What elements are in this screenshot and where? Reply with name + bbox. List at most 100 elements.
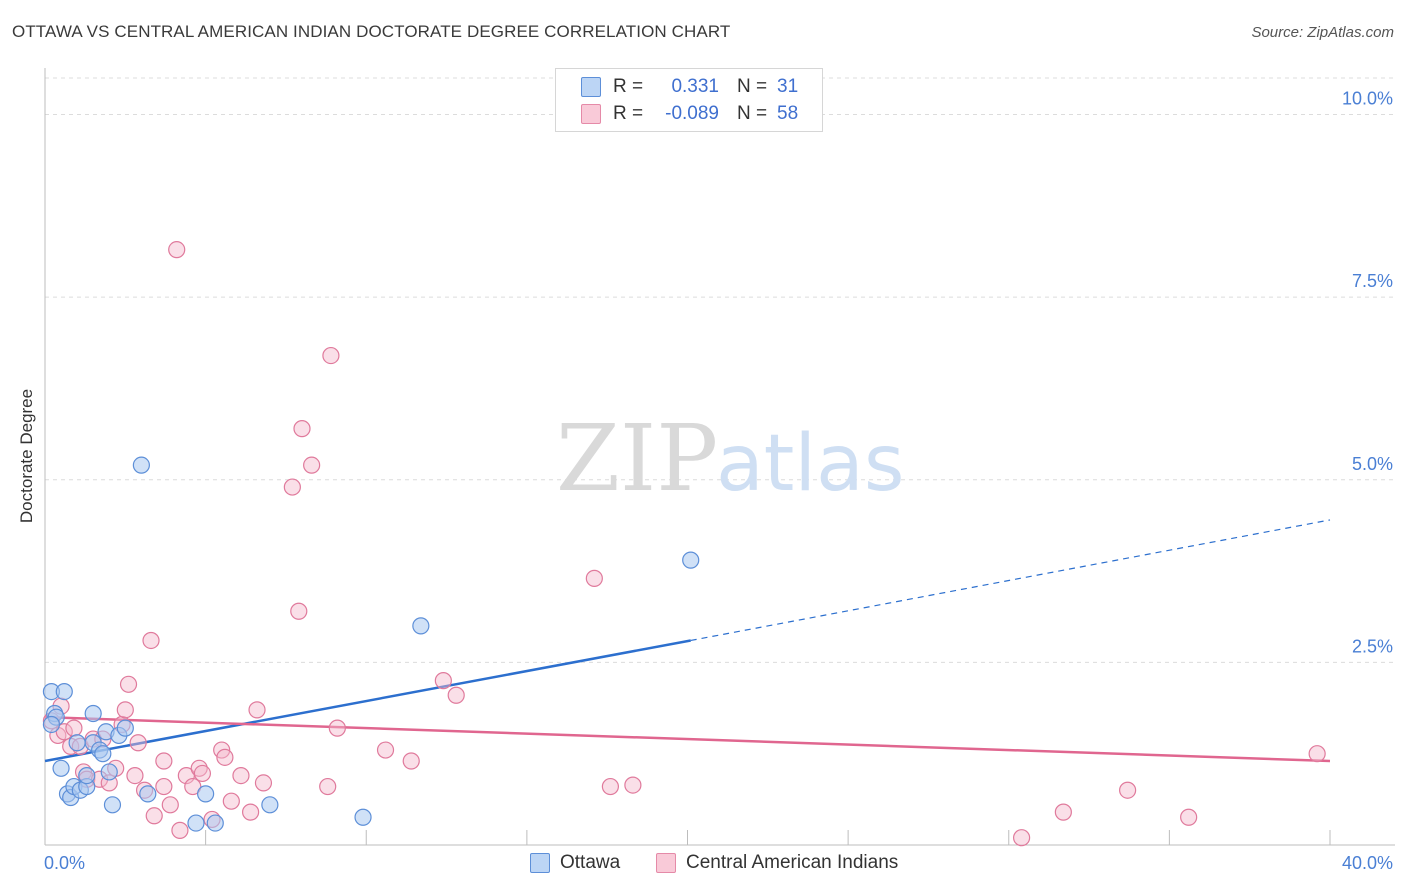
central-point	[155, 752, 173, 770]
central-point	[1180, 808, 1198, 826]
watermark: ZIP atlas	[556, 405, 905, 512]
ottawa-r-value: 0.331	[671, 76, 719, 97]
central-point	[402, 752, 420, 770]
central-point	[254, 774, 273, 792]
ottawa-points	[42, 456, 700, 832]
y-axis-label: Doctorate Degree	[17, 388, 36, 524]
ottawa-point	[412, 617, 430, 635]
ottawa-point	[682, 551, 700, 569]
legend-row-ottawa: R = 0.331 N = 31	[581, 75, 798, 99]
ottawa-n-value: 31	[777, 76, 799, 97]
central-swatch	[581, 104, 601, 124]
ottawa-point	[84, 704, 102, 723]
central-point	[319, 777, 337, 796]
ottawa-point	[94, 745, 112, 763]
central-point	[248, 701, 266, 719]
central-point	[376, 741, 395, 759]
central-point	[142, 631, 160, 650]
ottawa-point	[139, 785, 157, 803]
ottawa-point	[116, 719, 134, 737]
watermark-atlas: atlas	[716, 419, 905, 509]
ottawa-swatch	[581, 77, 601, 97]
central-point	[171, 821, 189, 839]
central-point	[1012, 829, 1031, 847]
ottawa-point	[103, 796, 122, 814]
central-point	[303, 456, 321, 474]
ottawa-trend-extension	[690, 519, 1331, 642]
watermark-zip: ZIP	[556, 405, 718, 512]
central-legend-label: Central American Indians	[686, 852, 899, 873]
ottawa-point	[132, 456, 150, 474]
grid-lines	[45, 77, 1395, 663]
source-label: Source: ZipAtlas.com	[1251, 24, 1394, 41]
ottawa-point	[206, 814, 224, 832]
ottawa-point	[68, 734, 86, 752]
ottawa-legend-swatch	[530, 853, 550, 873]
central-point	[126, 767, 144, 785]
trend-lines	[44, 519, 1331, 763]
central-point	[222, 792, 240, 810]
y-tick-label: 5.0%	[1352, 454, 1393, 474]
central-point	[65, 719, 83, 737]
ottawa-point	[354, 808, 372, 826]
y-tick-label: 10.0%	[1342, 89, 1393, 109]
central-n-label: N =	[737, 103, 768, 124]
ottawa-n-label: N =	[737, 76, 768, 97]
legend-item-ottawa: Ottawa	[530, 852, 620, 874]
central-point	[155, 777, 173, 796]
central-point	[242, 803, 260, 821]
central-point	[283, 478, 301, 496]
central-point	[1119, 781, 1137, 799]
central-n-value: 58	[777, 103, 799, 124]
y-tick-label: 7.5%	[1352, 271, 1393, 291]
x-tick-label-min: 0.0%	[44, 853, 85, 873]
central-point	[447, 686, 465, 704]
central-point	[601, 777, 620, 796]
legend-item-central: Central American Indians	[656, 852, 898, 874]
ottawa-point	[187, 814, 205, 832]
central-point	[328, 719, 346, 737]
central-point	[161, 796, 179, 814]
central-point	[434, 672, 452, 690]
ottawa-point	[100, 763, 118, 781]
central-point	[290, 602, 308, 620]
ottawa-point	[52, 759, 70, 777]
axes	[44, 68, 1395, 846]
x-tick-label-max: 40.0%	[1342, 853, 1393, 873]
central-point	[119, 675, 138, 693]
ottawa-point	[78, 767, 96, 785]
central-r-value: -0.089	[665, 103, 719, 124]
central-point	[168, 241, 186, 259]
stats-legend: R = 0.331 N = 31 R = -0.089 N = 58	[555, 68, 823, 132]
central-trend-line	[44, 715, 1331, 763]
chart-title: OTTAWA VS CENTRAL AMERICAN INDIAN DOCTOR…	[12, 22, 731, 41]
central-point	[184, 777, 202, 796]
central-point	[624, 776, 642, 794]
central-point	[193, 764, 212, 783]
central-point	[190, 759, 208, 777]
y-tick-label: 2.5%	[1352, 636, 1393, 656]
ottawa-trend-line	[44, 639, 691, 763]
ottawa-legend-label: Ottawa	[560, 852, 621, 873]
ottawa-point	[55, 682, 73, 701]
tick-labels: 2.5% 5.0% 7.5% 10.0% 0.0% 40.0%	[44, 89, 1393, 873]
ottawa-r-label: R =	[613, 76, 644, 97]
ottawa-point	[261, 796, 279, 814]
central-legend-swatch	[656, 853, 676, 873]
central-point	[145, 807, 163, 825]
legend-row-central: R = -0.089 N = 58	[581, 102, 798, 126]
central-point	[1308, 745, 1326, 763]
central-point	[322, 346, 340, 365]
ottawa-point	[42, 715, 61, 734]
central-point	[232, 767, 250, 785]
central-point	[293, 420, 311, 438]
ottawa-point	[197, 785, 215, 803]
central-point	[585, 569, 603, 587]
central-point	[55, 723, 73, 741]
series-legend: Ottawa Central American Indians	[0, 852, 1406, 878]
central-point	[216, 748, 234, 766]
central-r-label: R =	[613, 103, 644, 124]
central-point	[129, 734, 147, 752]
central-point	[1054, 803, 1072, 821]
